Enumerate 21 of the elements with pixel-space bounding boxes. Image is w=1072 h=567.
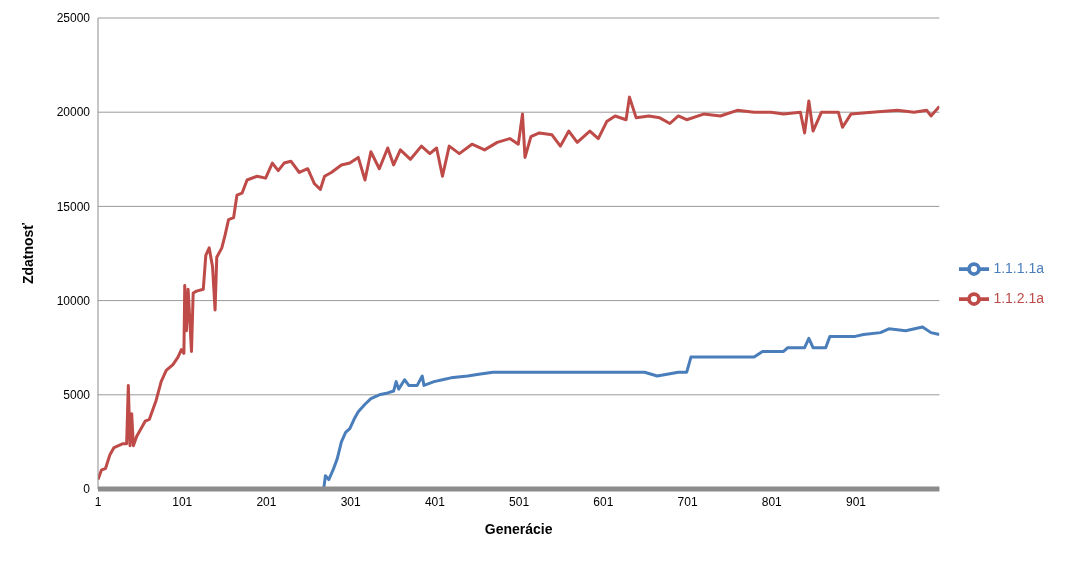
y-tick-label: 25000	[56, 11, 91, 26]
x-tick-label: 601	[593, 494, 614, 509]
legend-label: 1.1.2.1a	[993, 289, 1044, 306]
line-series	[98, 95, 940, 482]
x-tick-label: 501	[509, 494, 530, 509]
legend-label: 1.1.1.1a	[993, 259, 1044, 276]
x-tick-label: 201	[256, 494, 277, 509]
x-tick-label: 701	[677, 494, 698, 509]
x-tick-label: 401	[424, 494, 446, 509]
x-tick-label: 301	[340, 494, 361, 509]
x-tick-label: 101	[172, 494, 193, 509]
x-axis-title: Generácie	[484, 521, 553, 537]
x-tick-label: 801	[761, 494, 783, 509]
y-tick-label: 0	[83, 482, 91, 497]
y-tick-label: 10000	[56, 293, 91, 308]
x-tick-label: 1	[94, 494, 102, 509]
y-tick-label: 5000	[63, 388, 91, 403]
x-tick-label: 901	[845, 494, 867, 509]
y-axis-title: Zdatnosť	[19, 222, 36, 285]
y-tick-label: 20000	[56, 105, 91, 120]
y-tick-label: 15000	[56, 199, 91, 214]
